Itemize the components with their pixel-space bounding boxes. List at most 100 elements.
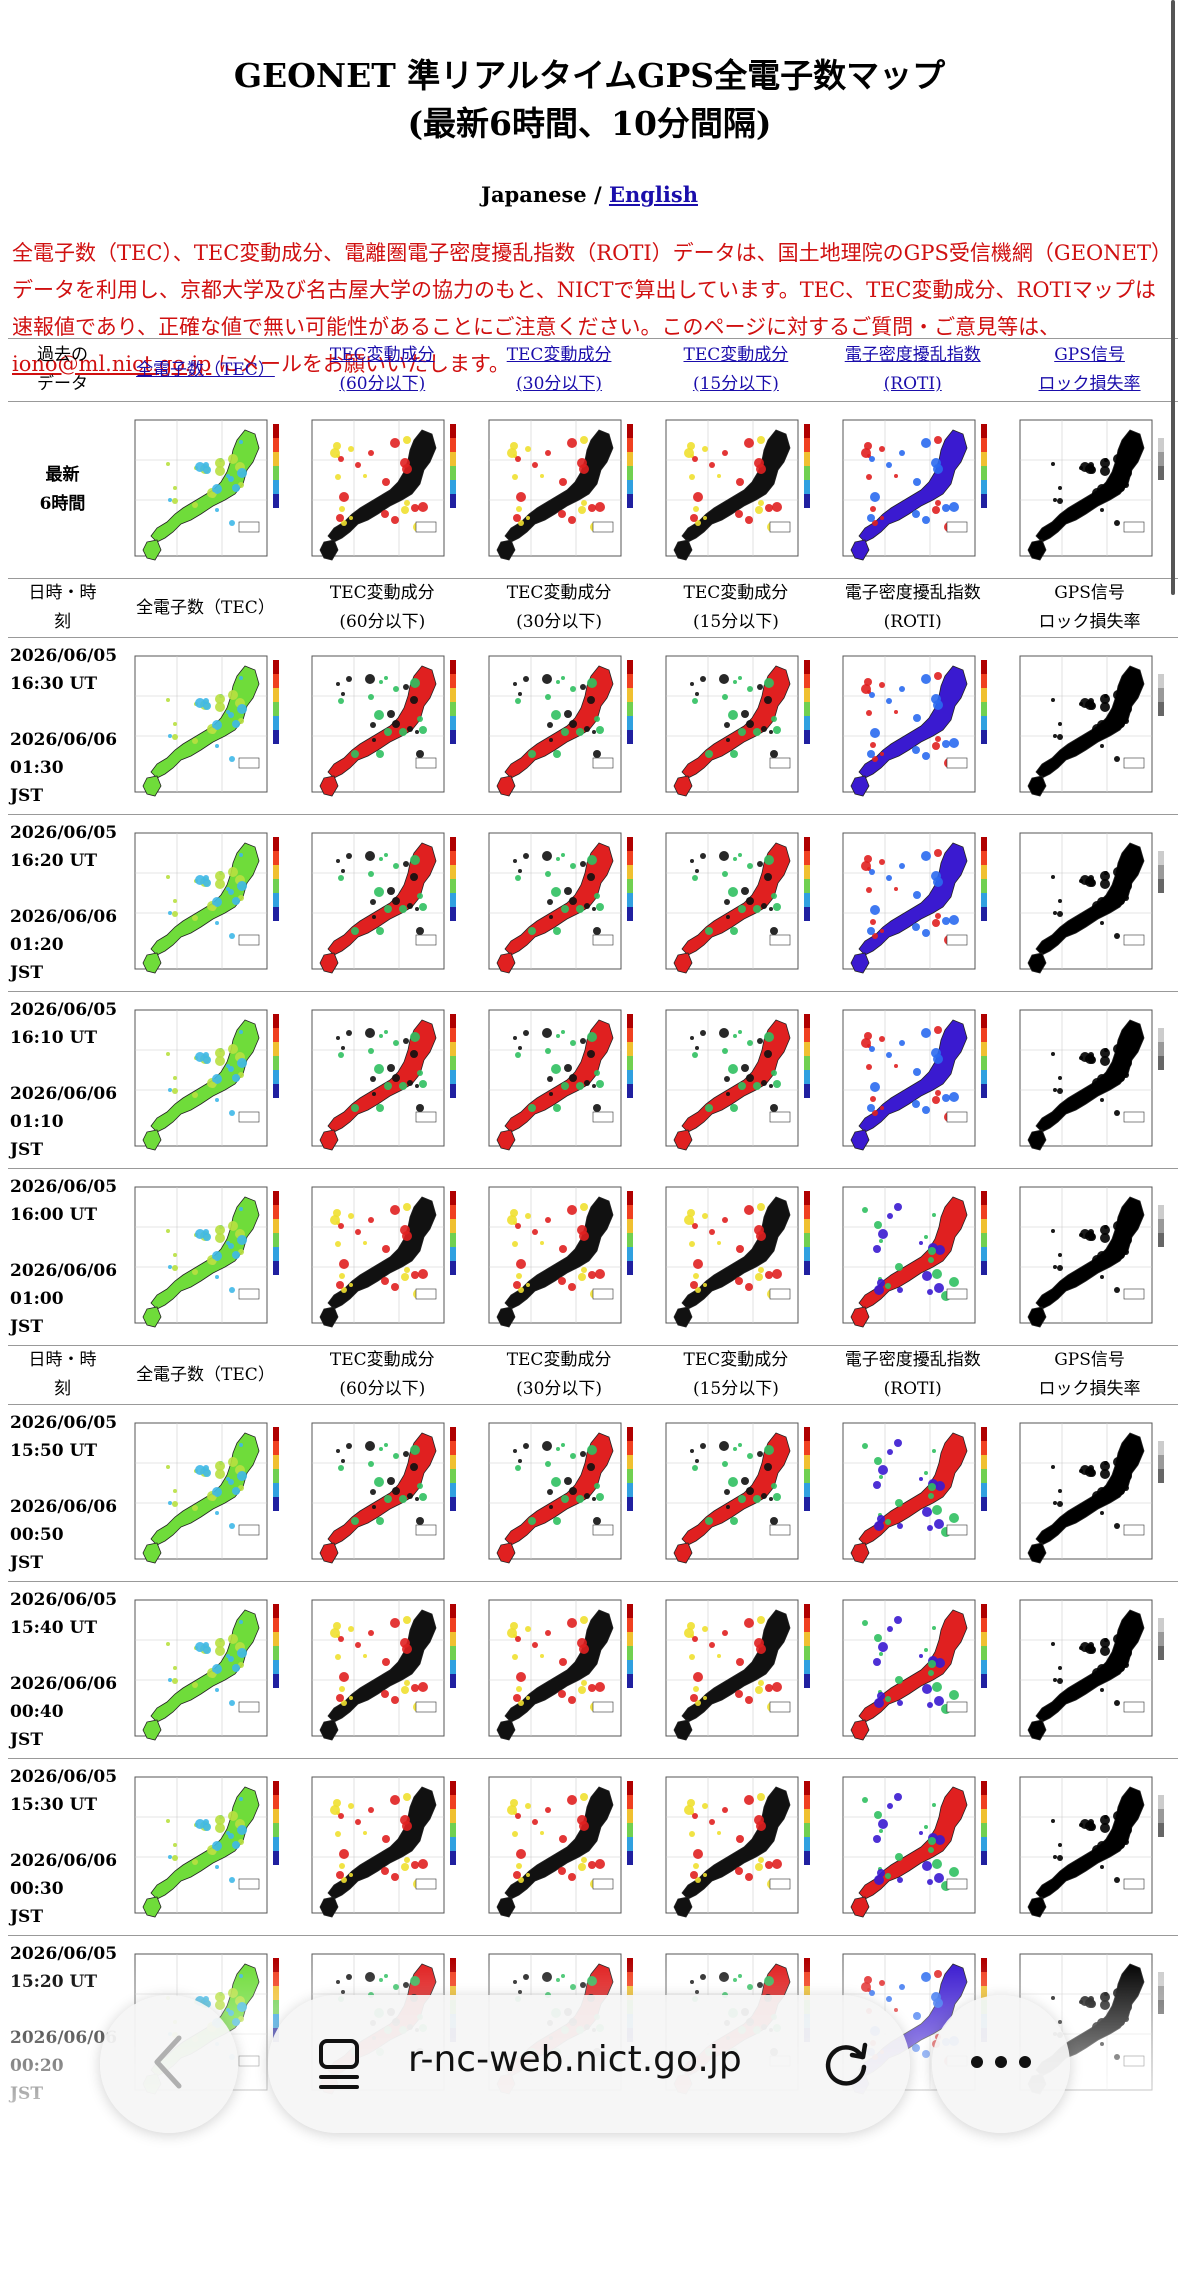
time-row: 2026/06/05 15:30 UT 2026/06/06 00:30 JST <box>8 1758 1178 1936</box>
tec15-header-link[interactable]: TEC変動成分 (15分以下) <box>647 338 825 402</box>
lang-japanese-label: Japanese / <box>481 182 609 207</box>
tec15-map[interactable] <box>647 814 825 992</box>
reload-icon[interactable] <box>818 2035 874 2095</box>
time-row: 2026/06/05 16:00 UT 2026/06/06 01:00 JST <box>8 1168 1178 1346</box>
language-switch: Japanese / English <box>0 182 1179 207</box>
roti-map[interactable] <box>824 1581 1002 1759</box>
time-row: 2026/06/05 15:50 UT 2026/06/06 00:50 JST <box>8 1404 1178 1582</box>
tec30-map[interactable] <box>470 991 648 1169</box>
gps-map[interactable] <box>1001 1404 1178 1582</box>
tec30-header-link[interactable]: TEC変動成分 (30分以下) <box>470 338 648 402</box>
tec-map[interactable] <box>117 991 294 1169</box>
tec15-map[interactable] <box>647 991 825 1169</box>
table-header-row: 日時・時刻全電子数（TEC） TEC変動成分 (60分以下) TEC変動成分 (30分以… <box>8 578 1178 638</box>
tec-header: 全電子数（TEC） <box>117 578 294 638</box>
tec-header: 全電子数（TEC） <box>117 1345 294 1405</box>
latest-label: 最新 6時間 <box>8 401 118 579</box>
map-table: 過去の データ 全電子数（TEC） TEC変動成分 (60分以下) TEC変動成分(… <box>8 338 1178 2112</box>
roti-map[interactable] <box>824 1758 1002 1936</box>
gps-map[interactable] <box>1001 814 1178 992</box>
tec60-header: TEC変動成分 (60分以下) <box>293 578 471 638</box>
tec30-map[interactable] <box>470 1758 648 1936</box>
gps-map[interactable] <box>1001 637 1178 815</box>
reader-icon[interactable] <box>316 2037 362 2095</box>
title-line-1: GEONET 準リアルタイムGPS全電子数マップ <box>233 56 946 95</box>
latest-gps-map[interactable] <box>1001 401 1178 579</box>
tec30-map[interactable] <box>470 1581 648 1759</box>
latest-tec-map[interactable] <box>117 401 294 579</box>
gps-map[interactable] <box>1001 1168 1178 1346</box>
tec30-map[interactable] <box>470 1168 648 1346</box>
row-datetime: 2026/06/05 16:00 UT 2026/06/06 01:00 JST <box>8 1168 118 1346</box>
tec-map[interactable] <box>117 637 294 815</box>
roti-header: 電子密度擾乱指数 (ROTI) <box>824 1345 1002 1405</box>
latest-roti-map[interactable] <box>824 401 1002 579</box>
tec60-header-link[interactable]: TEC変動成分 (60分以下) <box>293 338 471 402</box>
time-row: 2026/06/05 16:30 UT 2026/06/06 01:30 JST <box>8 637 1178 815</box>
gps-header-link[interactable]: GPS信号 ロック損失率 <box>1001 338 1178 402</box>
tec-map[interactable] <box>117 1758 294 1936</box>
latest-tec15-map[interactable] <box>647 401 825 579</box>
page-title: GEONET 準リアルタイムGPS全電子数マップ (最新6時間、10分間隔) <box>0 52 1179 148</box>
tec15-header: TEC変動成分 (15分以下) <box>647 578 825 638</box>
tec60-map[interactable] <box>293 1168 471 1346</box>
tec60-map[interactable] <box>293 1758 471 1936</box>
roti-header: 電子密度擾乱指数 (ROTI) <box>824 578 1002 638</box>
roti-map[interactable] <box>824 1404 1002 1582</box>
tec-header-link[interactable]: 全電子数（TEC） <box>117 338 294 402</box>
tec15-map[interactable] <box>647 1168 825 1346</box>
row-datetime: 2026/06/05 16:10 UT 2026/06/06 01:10 JST <box>8 991 118 1169</box>
tec15-map[interactable] <box>647 1758 825 1936</box>
roti-header-link[interactable]: 電子密度擾乱指数 (ROTI) <box>824 338 1002 402</box>
tec-map[interactable] <box>117 814 294 992</box>
chevron-left-icon <box>149 2032 189 2096</box>
english-link[interactable]: English <box>608 182 698 207</box>
tec-map[interactable] <box>117 1404 294 1582</box>
tec30-map[interactable] <box>470 1404 648 1582</box>
roti-map[interactable] <box>824 991 1002 1169</box>
link-header-row: 過去の データ 全電子数（TEC） TEC変動成分 (60分以下) TEC変動成分(… <box>8 338 1178 402</box>
tec60-map[interactable] <box>293 1404 471 1582</box>
tec15-map[interactable] <box>647 1581 825 1759</box>
tec30-map[interactable] <box>470 814 648 992</box>
latest-tec30-map[interactable] <box>470 401 648 579</box>
tec30-map[interactable] <box>470 637 648 815</box>
tec30-header: TEC変動成分 (30分以下) <box>470 1345 648 1405</box>
scrollbar[interactable] <box>1171 0 1175 595</box>
gps-header: GPS信号 ロック損失率 <box>1001 578 1178 638</box>
intro-text: 全電子数（TEC）、TEC変動成分、電離圏電子密度擾乱指数（ROTI）データは、… <box>12 241 1162 339</box>
latest-tec60-map[interactable] <box>293 401 471 579</box>
tec60-header: TEC変動成分 (60分以下) <box>293 1345 471 1405</box>
more-button[interactable] <box>932 1995 1070 2133</box>
url-bar[interactable]: r-nc-web.nict.go.jp <box>268 1995 910 2133</box>
title-line-2: (最新6時間、10分間隔) <box>407 104 772 143</box>
tec15-map[interactable] <box>647 637 825 815</box>
time-row: 2026/06/05 16:20 UT 2026/06/06 01:20 JST <box>8 814 1178 992</box>
gps-header: GPS信号 ロック損失率 <box>1001 1345 1178 1405</box>
tec60-map[interactable] <box>293 991 471 1169</box>
tec15-map[interactable] <box>647 1404 825 1582</box>
row-datetime: 2026/06/05 15:50 UT 2026/06/06 00:50 JST <box>8 1404 118 1582</box>
past-data-label: 過去の データ <box>8 338 118 402</box>
tec-map[interactable] <box>117 1581 294 1759</box>
url-text[interactable]: r-nc-web.nict.go.jp <box>408 2039 742 2080</box>
row-datetime: 2026/06/05 15:30 UT 2026/06/06 00:30 JST <box>8 1758 118 1936</box>
datetime-header: 日時・時刻 <box>8 1345 118 1405</box>
back-button[interactable] <box>100 1995 238 2133</box>
roti-map[interactable] <box>824 814 1002 992</box>
tec60-map[interactable] <box>293 637 471 815</box>
row-datetime: 2026/06/05 16:20 UT 2026/06/06 01:20 JST <box>8 814 118 992</box>
tec-map[interactable] <box>117 1168 294 1346</box>
roti-map[interactable] <box>824 1168 1002 1346</box>
tec15-header: TEC変動成分 (15分以下) <box>647 1345 825 1405</box>
table-header-row: 日時・時刻全電子数（TEC） TEC変動成分 (60分以下) TEC変動成分 (30分以… <box>8 1345 1178 1405</box>
gps-map[interactable] <box>1001 1581 1178 1759</box>
row-datetime: 2026/06/05 15:40 UT 2026/06/06 00:40 JST <box>8 1581 118 1759</box>
row-datetime: 2026/06/05 16:30 UT 2026/06/06 01:30 JST <box>8 637 118 815</box>
gps-map[interactable] <box>1001 991 1178 1169</box>
roti-map[interactable] <box>824 637 1002 815</box>
tec60-map[interactable] <box>293 814 471 992</box>
page: GEONET 準リアルタイムGPS全電子数マップ (最新6時間、10分間隔) J… <box>0 0 1179 383</box>
tec60-map[interactable] <box>293 1581 471 1759</box>
gps-map[interactable] <box>1001 1758 1178 1936</box>
